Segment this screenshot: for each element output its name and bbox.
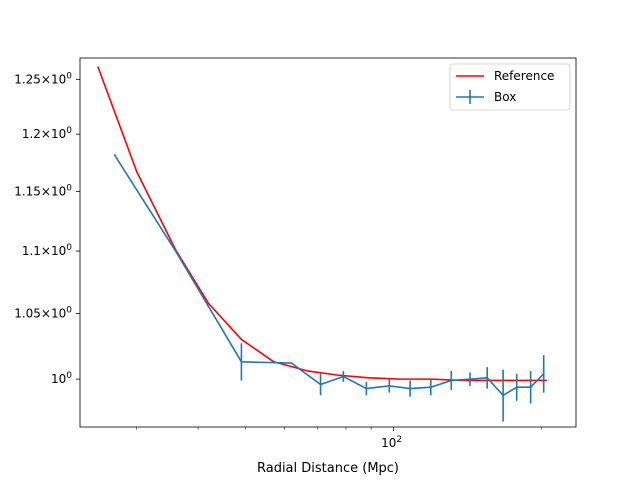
- y-tick-label: 100: [51, 371, 72, 386]
- y-tick-label: 1.05×100: [14, 306, 72, 321]
- y-axis: 100 1.05×100 1.1×100 1.15×100 1.2×100 1.25×10…: [14, 71, 80, 386]
- legend: Reference Box: [449, 63, 571, 111]
- series-line-box: [113, 154, 545, 397]
- series-layer: [97, 66, 547, 422]
- y-tick-label: 1.15×100: [14, 183, 72, 198]
- x-axis-label: Radial Distance (Mpc): [257, 461, 399, 476]
- legend-label-reference: Reference: [494, 69, 554, 83]
- x-tick-label: 102: [381, 435, 402, 450]
- legend-label-box: Box: [494, 90, 516, 104]
- y-tick-label: 1.2×100: [22, 126, 72, 141]
- series-line-reference: [97, 66, 547, 382]
- y-tick-label: 1.25×100: [14, 71, 72, 86]
- y-tick-label: 1.1×100: [22, 243, 72, 258]
- x-axis: 102: [136, 427, 542, 450]
- plot-frame: [79, 57, 577, 428]
